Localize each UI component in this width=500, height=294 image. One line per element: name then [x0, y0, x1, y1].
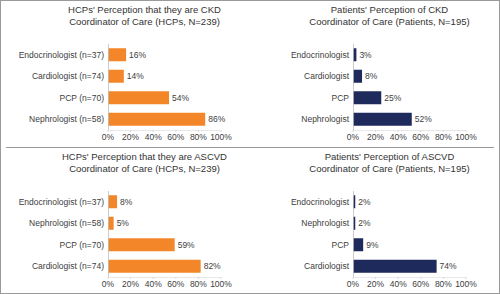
tick-label: 40%: [390, 279, 407, 289]
tick-label: 80%: [435, 132, 452, 142]
category-label: PCP: [332, 240, 350, 250]
title-line: Coordinator of Care (HCPs, N=239): [69, 16, 220, 27]
bars: [108, 48, 205, 126]
category-label: Nephrologist: [301, 114, 349, 124]
divider: [6, 147, 494, 148]
axis-line: [108, 277, 221, 278]
category-label: Nephrologist: [301, 218, 349, 228]
bar: [353, 113, 412, 126]
title-line: Patients' Perception of CKD: [331, 4, 449, 15]
axis-line: [353, 191, 354, 277]
frame: [1, 1, 500, 294]
tick-label: 20%: [367, 132, 384, 142]
tick-label: 100%: [210, 279, 232, 289]
figure: HCPs' Perception that they are CKDCoordi…: [0, 0, 500, 294]
tick-label: 0%: [347, 279, 360, 289]
axis-line: [108, 191, 109, 277]
data-label: 8%: [365, 71, 378, 81]
bar: [353, 238, 363, 251]
data-label: 14%: [127, 71, 144, 81]
data-label: 3%: [359, 50, 372, 60]
bar: [353, 260, 437, 273]
tick-label: 80%: [435, 279, 452, 289]
category-label: Endocrinologist: [291, 197, 350, 207]
bar: [108, 238, 175, 251]
category-label: Cardiologist: [304, 71, 350, 81]
data-label: 86%: [208, 114, 225, 124]
data-label: 52%: [415, 114, 432, 124]
data-label: 82%: [204, 261, 221, 271]
title-line: Coordinator of Care (Patients, N=195): [309, 163, 469, 174]
data-label: 25%: [384, 93, 401, 103]
data-label: 59%: [178, 240, 195, 250]
axis-line: [108, 44, 109, 130]
category-label: Nephrologist (n=58): [29, 114, 104, 124]
bars: [353, 48, 412, 126]
bar: [108, 70, 124, 83]
category-label: Cardiologist: [304, 261, 350, 271]
chart-title: Patients' Perception of ASCVDCoordinator…: [309, 151, 469, 174]
data-label: 9%: [366, 240, 379, 250]
category-label: Endocrinologist (n=37): [19, 50, 104, 60]
tick-label: 0%: [102, 132, 115, 142]
panel: HCPs' Perception that they are ASCVDCoor…: [19, 151, 233, 289]
axis-line: [353, 44, 354, 130]
tick-label: 0%: [347, 132, 360, 142]
tick-label: 100%: [455, 132, 477, 142]
tick-label: 80%: [190, 279, 207, 289]
bar: [108, 113, 205, 126]
tick-label: 60%: [412, 132, 429, 142]
tick-label: 20%: [367, 279, 384, 289]
category-label: Cardiologist (n=74): [32, 261, 104, 271]
bars: [353, 195, 437, 273]
title-line: Coordinator of Care (HCPs, N=239): [69, 163, 220, 174]
panel: Patients' Perception of CKDCoordinator o…: [291, 4, 477, 142]
chart-title: Patients' Perception of CKDCoordinator o…: [309, 4, 469, 27]
bar: [353, 70, 362, 83]
bar: [108, 260, 201, 273]
category-label: Endocrinologist: [291, 50, 350, 60]
panel: HCPs' Perception that they are CKDCoordi…: [19, 4, 233, 142]
bar: [108, 48, 126, 61]
title-line: Coordinator of Care (Patients, N=195): [309, 16, 469, 27]
title-line: HCPs' Perception that they are CKD: [68, 4, 221, 15]
data-label: 5%: [117, 218, 130, 228]
category-label: PCP: [332, 93, 350, 103]
chart-title: HCPs' Perception that they are ASCVDCoor…: [62, 151, 227, 174]
tick-label: 20%: [122, 279, 139, 289]
data-label: 54%: [172, 93, 189, 103]
tick-label: 40%: [390, 132, 407, 142]
tick-label: 60%: [167, 132, 184, 142]
category-label: Nephrologist (n=58): [29, 218, 104, 228]
bar: [353, 91, 381, 104]
data-label: 2%: [358, 197, 371, 207]
tick-label: 40%: [145, 132, 162, 142]
category-label: Endocrinologist (n=37): [19, 197, 104, 207]
category-label: Cardiologist (n=74): [32, 71, 104, 81]
axis-line: [108, 130, 221, 131]
category-label: PCP (n=70): [60, 240, 105, 250]
data-label: 8%: [120, 197, 133, 207]
title-line: HCPs' Perception that they are ASCVD: [62, 151, 227, 162]
tick-label: 0%: [102, 279, 115, 289]
tick-label: 20%: [122, 132, 139, 142]
title-line: Patients' Perception of ASCVD: [325, 151, 455, 162]
panel: Patients' Perception of ASCVDCoordinator…: [291, 151, 477, 289]
tick-label: 100%: [210, 132, 232, 142]
chart-title: HCPs' Perception that they are CKDCoordi…: [68, 4, 221, 27]
tick-label: 60%: [167, 279, 184, 289]
data-label: 74%: [440, 261, 457, 271]
axis-line: [353, 130, 466, 131]
axis-line: [353, 277, 466, 278]
bar: [108, 195, 117, 208]
tick-label: 100%: [455, 279, 477, 289]
bars: [108, 195, 201, 273]
category-label: PCP (n=70): [60, 93, 105, 103]
tick-label: 80%: [190, 132, 207, 142]
bar: [108, 91, 169, 104]
data-label: 2%: [358, 218, 371, 228]
tick-label: 40%: [145, 279, 162, 289]
tick-label: 60%: [412, 279, 429, 289]
data-label: 16%: [129, 50, 146, 60]
